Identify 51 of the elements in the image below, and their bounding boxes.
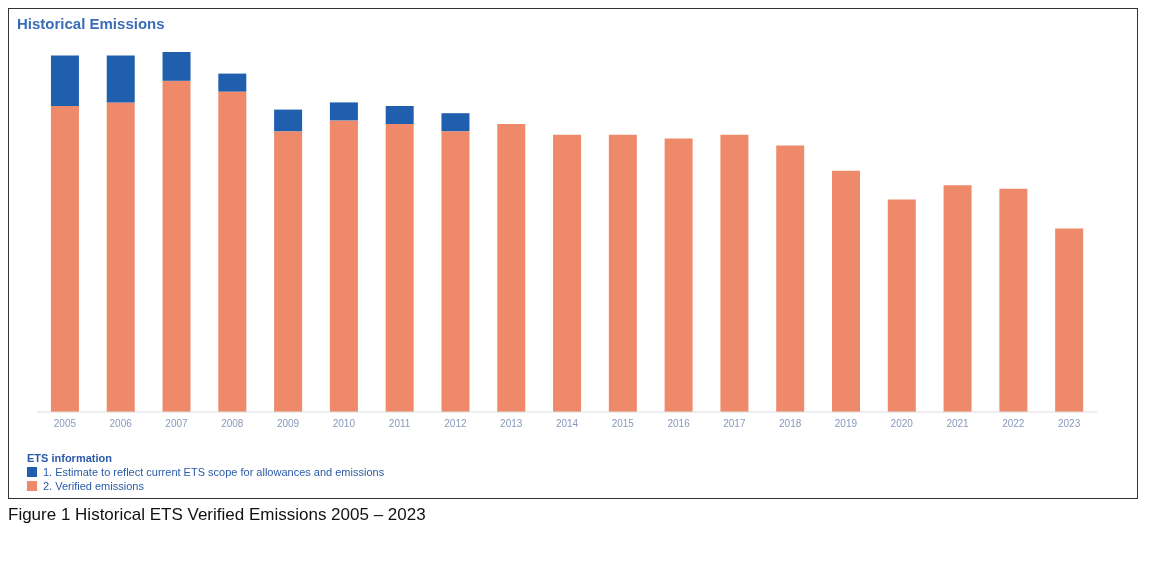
bar [553,134,582,412]
x-tick-label: 2006 [109,418,133,430]
bar [106,55,135,103]
x-tick-label: 2017 [723,418,746,430]
x-tick-label: 2018 [779,418,802,430]
x-tick-label: 2022 [1002,418,1025,430]
x-tick-label: 2005 [53,418,77,430]
x-tick-label: 2013 [500,418,523,430]
x-tick-label: 2010 [332,418,356,430]
x-tick-label: 2015 [611,418,635,430]
bar [999,188,1028,412]
bar [274,109,303,132]
x-tick-label: 2007 [165,418,189,430]
x-tick-label: 2021 [946,418,970,430]
bar [106,102,135,412]
x-tick-label: 2008 [221,418,244,430]
bar [329,102,358,121]
bar [887,199,916,412]
x-tick-label: 2020 [890,418,914,430]
bar [720,134,749,412]
caption: Figure 1 Historical ETS Verified Emissions 2005 – 2023 [8,505,427,525]
bar [385,106,414,124]
x-tick-label: 2012 [444,418,467,430]
x-tick-label: 2011 [388,418,411,430]
x-tick-label: 2014 [555,418,579,430]
x-tick-label: 2019 [834,418,858,430]
bar [832,170,860,412]
bar [329,120,358,412]
bar [664,138,693,412]
bar [218,73,247,92]
bar [50,106,79,412]
bar [274,131,303,412]
bar [1055,228,1084,412]
bar [497,124,526,412]
legend-label: 1. Estimate to reflect current ETS scope for allowances and emissions [43,466,385,478]
bar [776,145,805,412]
bar [162,80,191,412]
x-tick-label: 2023 [1057,418,1081,430]
bar [50,55,79,106]
bar [441,113,470,132]
chart-title: Historical Emissions [17,15,166,32]
x-tick-label: 2009 [276,418,300,430]
bar [218,91,247,412]
legend-title: ETS information [27,452,113,464]
bar [385,124,414,412]
bar [441,131,470,412]
bar [943,185,972,412]
bar [608,134,637,412]
x-tick-label: 2016 [667,418,691,430]
bar [162,52,191,81]
legend-label: 2. Verified emissions [43,480,144,492]
